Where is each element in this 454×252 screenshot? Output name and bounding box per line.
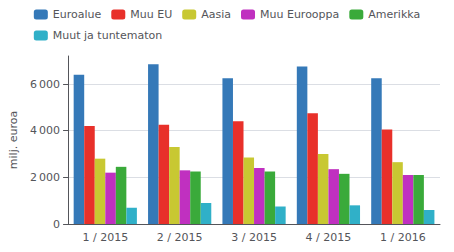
svg-text:Amerikka: Amerikka: [368, 8, 420, 21]
svg-text:Muut ja tuntematon: Muut ja tuntematon: [53, 29, 162, 42]
svg-text:Muu Eurooppa: Muu Eurooppa: [260, 8, 339, 21]
svg-text:1 / 2015: 1 / 2015: [82, 231, 128, 244]
svg-text:2 / 2015: 2 / 2015: [157, 231, 203, 244]
svg-text:Euroalue: Euroalue: [53, 8, 102, 21]
svg-text:Aasia: Aasia: [201, 8, 231, 21]
svg-text:2 000: 2 000: [30, 171, 60, 184]
svg-text:6 000: 6 000: [30, 78, 60, 91]
svg-text:4 / 2015: 4 / 2015: [306, 231, 352, 244]
svg-text:milj. euroa: milj. euroa: [7, 111, 20, 169]
svg-text:1 / 2016: 1 / 2016: [380, 231, 426, 244]
svg-text:3 / 2015: 3 / 2015: [231, 231, 277, 244]
svg-text:Muu EU: Muu EU: [130, 8, 172, 21]
svg-text:0: 0: [53, 218, 60, 231]
svg-text:4 000: 4 000: [30, 124, 60, 137]
